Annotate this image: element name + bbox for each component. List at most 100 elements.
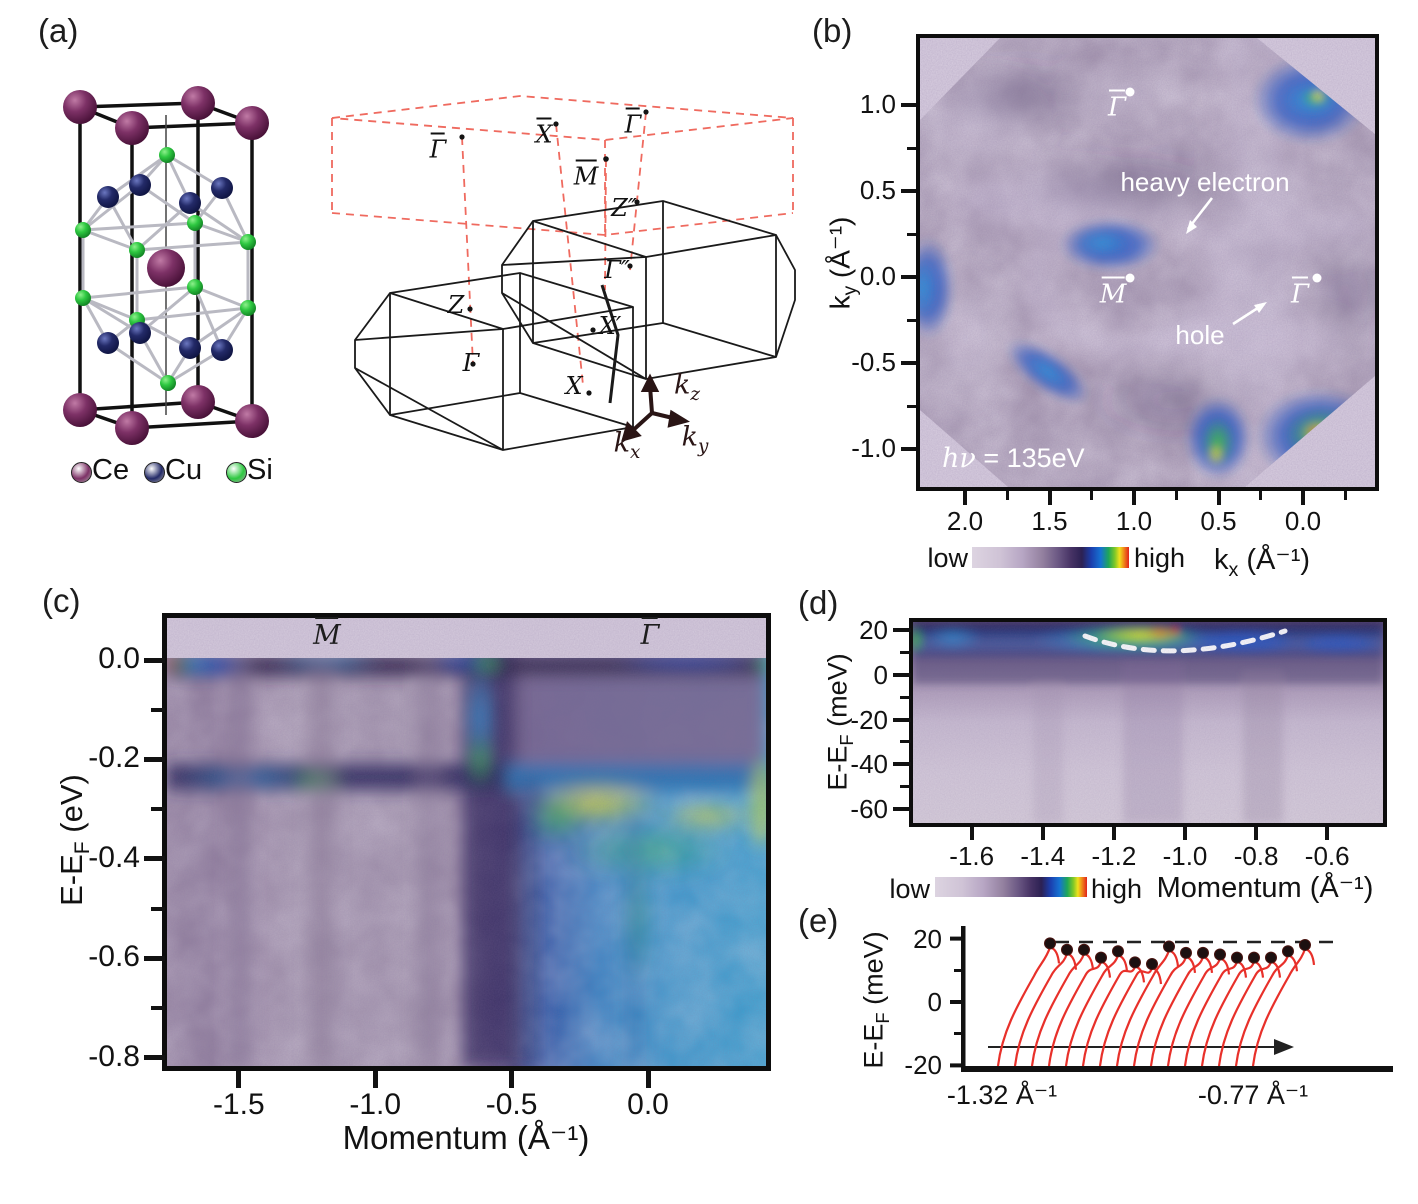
k-axis-label-y: ky [681, 421, 709, 457]
bz-label-text: Z″ [611, 194, 637, 222]
b-kx-tick-label: 1.5 [1031, 506, 1068, 536]
b-kx-minor-tick [1174, 491, 1178, 500]
panel-e-label: (e) [798, 902, 839, 939]
b-kx-tick-label: 0.0 [1284, 506, 1322, 536]
si-atom [75, 290, 91, 306]
b-kx-tick [1216, 491, 1221, 505]
edc-curve [1251, 947, 1316, 1067]
c-momentum-tick-label: -0.5 [485, 1088, 538, 1121]
bz-label-4: Z″ [611, 194, 637, 222]
c-momentum-tick [645, 1071, 651, 1088]
b-colorbar-high-label: high [1134, 543, 1186, 573]
fs-annotation-arrows [1125, 87, 1322, 326]
si-atom [187, 279, 203, 295]
cu-atom [129, 174, 151, 196]
edc-peak-dot [1180, 946, 1192, 959]
bz-label-6: Z [448, 291, 465, 319]
gamma-bar-right-dot [1312, 273, 1322, 283]
b-kx-tick [963, 491, 967, 505]
c-momentum-tick [236, 1071, 242, 1088]
b-kx-tick-label: 1.0 [1115, 506, 1153, 536]
b-ky-tick [901, 275, 916, 279]
d-energy-tick [893, 673, 911, 677]
si-atom [75, 222, 91, 238]
panel-b-label: (b) [812, 12, 853, 49]
c-energy-tick-label: -0.4 [88, 840, 140, 874]
k-axis-label-z: kz [673, 369, 701, 405]
b-colorbar-low-label: low [927, 543, 968, 573]
bz-label-7: X′ [599, 312, 622, 340]
d-energy-minor-tick [900, 785, 911, 789]
c-momentum-tick-label: 0.0 [627, 1088, 669, 1121]
edc-peak-dot [1095, 951, 1107, 964]
crystal-structure-diagram [63, 86, 269, 445]
cu-atom [97, 186, 119, 208]
edc-peak-dot [1248, 951, 1260, 964]
e-k-start-label: -1.32 Å⁻¹ [946, 1080, 1058, 1110]
b-ky-tick-label: 1.0 [859, 89, 896, 119]
d-colorbar-high-label: high [1091, 874, 1143, 904]
b-ky-tick [901, 447, 916, 451]
bz-label-text: Γ [625, 107, 641, 139]
bz-label-text: X [565, 372, 583, 400]
k-axis-label-x: kx [613, 427, 641, 463]
edc-curve [1013, 952, 1078, 1067]
edc-curve [1149, 955, 1214, 1067]
bz-label-0: Γ [430, 132, 446, 164]
heavy-electron-annotation: heavy electron [1120, 167, 1290, 197]
si-atom [240, 234, 256, 250]
c-momentum-tick-label: -1.5 [212, 1088, 265, 1121]
b-kx-minor-tick [1259, 491, 1263, 500]
e-x-axis-line [961, 1066, 1393, 1072]
d-energy-tick [893, 717, 911, 722]
photon-energy-label: hν = 135eV [942, 443, 1085, 474]
d-energy-tick [893, 628, 911, 633]
edc-curve [996, 946, 1061, 1067]
ce-atom [63, 393, 97, 427]
edc-curve [1064, 954, 1129, 1067]
panel-c-frame [162, 613, 771, 1071]
d-energy-tick [893, 762, 911, 767]
edc-peak-dot [1265, 951, 1277, 964]
bz-label-text: X [535, 117, 553, 149]
edc-peak-dot [1129, 956, 1141, 969]
edc-curve [1166, 957, 1231, 1067]
b-x-axis-title: kx (Å⁻¹) [1213, 544, 1311, 581]
d-momentum-tick [1325, 827, 1330, 840]
edc-curve [1081, 965, 1146, 1067]
bz-point-dots [459, 109, 649, 396]
band-dispersion-map [167, 618, 766, 1066]
panel-c-label: (c) [42, 582, 81, 619]
edc-peak-dot [1112, 945, 1124, 958]
d-momentum-tick-label: -1.4 [1020, 841, 1066, 871]
b-kx-tick [1132, 491, 1136, 505]
edc-peak-dot [1282, 945, 1294, 958]
c-energy-minor-tick [151, 906, 165, 911]
c-energy-minor-tick [151, 1005, 165, 1010]
m-bar-dot [1125, 273, 1135, 283]
edc-curve [1132, 955, 1197, 1067]
bz-label-text: M [574, 159, 598, 191]
b-kx-minor-tick [1005, 491, 1009, 500]
brillouin-zone-diagram [331, 95, 796, 451]
ce-atom [181, 385, 215, 419]
b-kx-tick-label: 0.5 [1200, 506, 1237, 536]
panel-d-label: (d) [798, 584, 839, 621]
cu-atom [211, 339, 233, 361]
d-colorbar-low-label: low [889, 874, 930, 904]
d-momentum-tick-label: -1.2 [1091, 841, 1137, 871]
d-momentum-tick [1183, 827, 1187, 840]
c-energy-tick-label: -0.6 [88, 940, 140, 974]
legend-label-ce: Ce [92, 454, 130, 486]
ce-atom [181, 86, 215, 120]
bz-label-1: X [535, 117, 553, 149]
b-marker-text: Γ [1291, 276, 1309, 310]
ce-atom [115, 411, 149, 445]
near-ef-dispersion-map [913, 622, 1383, 823]
c-marker-text: Γ [641, 617, 659, 651]
legend-dot-si [226, 462, 247, 483]
c-energy-minor-tick [151, 707, 165, 712]
panel-d-frame [909, 618, 1387, 827]
e-energy-tick-label: 0 [927, 987, 942, 1017]
b-ky-minor-tick [907, 146, 916, 150]
